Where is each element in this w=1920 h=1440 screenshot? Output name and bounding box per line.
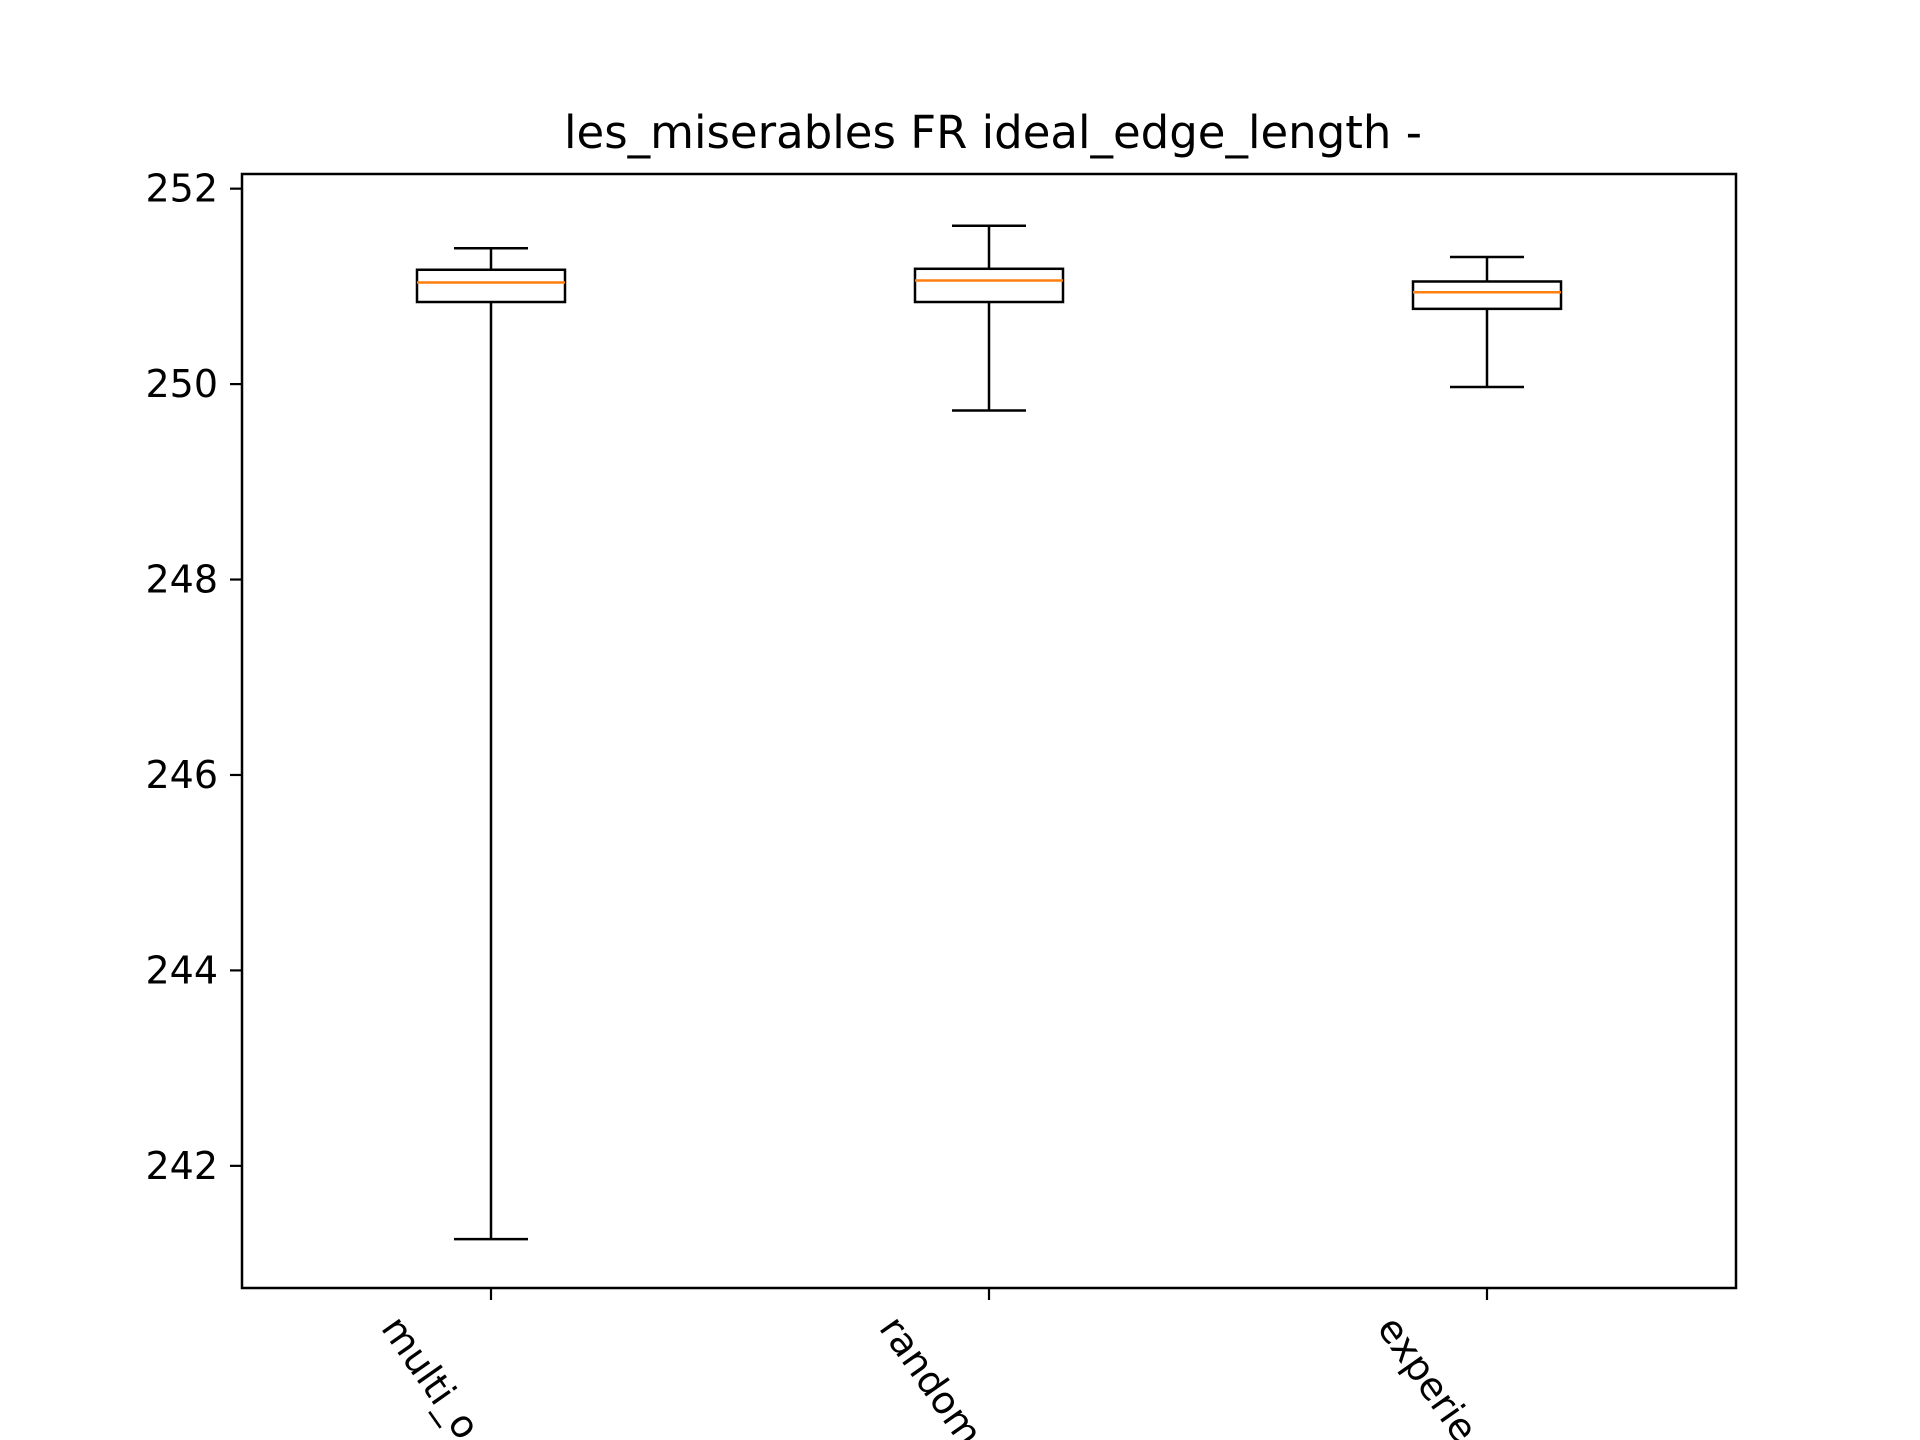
chart-title: les_miserables FR ideal_edge_length - xyxy=(564,106,1422,159)
y-axis: 242 244 246 248 250 252 xyxy=(145,167,242,1188)
box-random xyxy=(913,224,1065,412)
plot-area xyxy=(415,224,1563,1241)
x-tick-label: experie xyxy=(1369,1308,1487,1440)
y-tick-label: 246 xyxy=(145,753,218,797)
axes-frame xyxy=(240,172,1738,1290)
iqr-box xyxy=(913,267,1065,304)
x-tick-label: multi_o xyxy=(373,1308,489,1440)
y-tick-label: 250 xyxy=(145,362,218,406)
x-axis: multi_o random experie xyxy=(373,1288,1489,1440)
iqr-box xyxy=(1411,280,1563,311)
y-tick-label: 244 xyxy=(145,948,218,992)
y-tick-label: 252 xyxy=(145,167,218,211)
iqr-box xyxy=(415,268,567,304)
x-tick-label: random xyxy=(871,1308,992,1440)
y-tick-label: 242 xyxy=(145,1144,218,1188)
y-tick-label: 248 xyxy=(145,558,218,602)
box-multi_objective xyxy=(415,247,567,1241)
box-experience xyxy=(1411,255,1563,389)
